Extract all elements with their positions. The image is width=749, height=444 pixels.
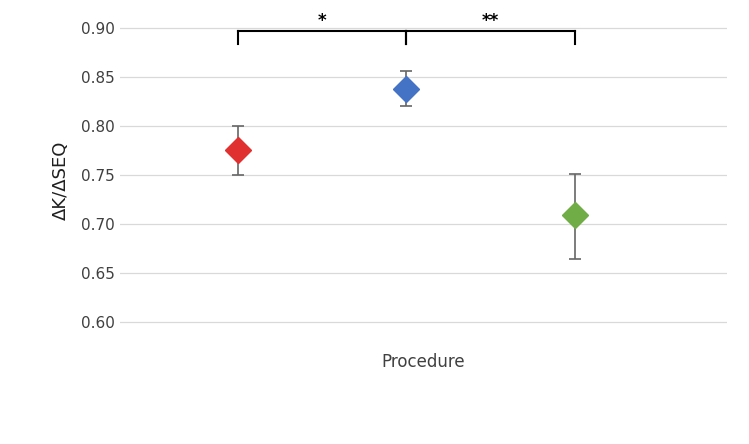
Legend: PRK, LASIK, SMILE: PRK, LASIK, SMILE (287, 438, 560, 444)
X-axis label: Procedure: Procedure (381, 353, 465, 371)
Y-axis label: ΔK/ΔSEQ: ΔK/ΔSEQ (52, 140, 70, 219)
Text: *: * (318, 12, 327, 30)
Text: **: ** (482, 12, 500, 30)
